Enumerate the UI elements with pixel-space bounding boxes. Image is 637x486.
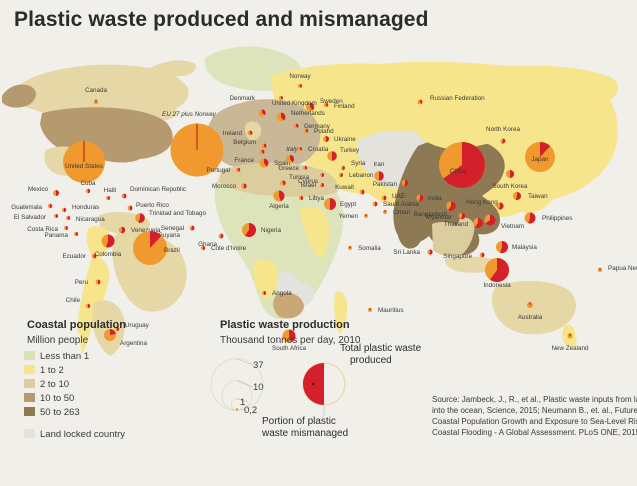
svg-text:Vietnam: Vietnam	[501, 223, 524, 230]
svg-text:Saudi Arabia: Saudi Arabia	[383, 201, 419, 208]
svg-text:Portugal: Portugal	[207, 167, 230, 174]
svg-text:Papua New Guinea: Papua New Guinea	[608, 265, 637, 272]
svg-text:Finland: Finland	[334, 103, 355, 110]
svg-text:Mexico: Mexico	[28, 186, 48, 193]
svg-text:Indonesia: Indonesia	[483, 282, 511, 289]
svg-text:China: China	[450, 168, 467, 175]
svg-text:Ecuador: Ecuador	[63, 253, 86, 260]
svg-text:Syria: Syria	[351, 160, 366, 167]
svg-text:Libya: Libya	[309, 195, 325, 202]
svg-text:Colombia: Colombia	[95, 251, 122, 258]
svg-text:Guatemala: Guatemala	[11, 204, 42, 211]
svg-text:South Korea: South Korea	[492, 183, 528, 190]
svg-text:Malaysia: Malaysia	[512, 244, 537, 251]
svg-text:Netherlands: Netherlands	[291, 110, 325, 117]
svg-text:New Zealand: New Zealand	[551, 345, 589, 352]
svg-text:Greece: Greece	[278, 165, 299, 172]
svg-text:Panama: Panama	[45, 232, 69, 239]
svg-text:Trinidad and Tobago: Trinidad and Tobago	[149, 210, 207, 217]
svg-text:United Kingdom: United Kingdom	[272, 100, 317, 107]
svg-text:Singapore: Singapore	[443, 253, 472, 260]
svg-text:Dominican Republic: Dominican Republic	[130, 186, 186, 193]
svg-text:Thailand: Thailand	[444, 221, 469, 228]
svg-text:Mauritius: Mauritius	[378, 307, 404, 314]
svg-text:Oman: Oman	[393, 209, 411, 216]
svg-text:Yemen: Yemen	[339, 213, 359, 220]
svg-text:Argentina: Argentina	[120, 340, 147, 347]
svg-text:UAE: UAE	[392, 193, 405, 200]
svg-text:Tunisia: Tunisia	[289, 174, 310, 181]
svg-text:Haiti: Haiti	[104, 187, 117, 194]
svg-text:Belgium: Belgium	[233, 139, 256, 146]
svg-text:Ukraine: Ukraine	[334, 136, 356, 143]
svg-text:Egypt: Egypt	[340, 201, 356, 208]
svg-text:Pakistan: Pakistan	[373, 181, 398, 188]
svg-text:Morocco: Morocco	[212, 183, 237, 190]
svg-text:El Salvador: El Salvador	[14, 214, 46, 221]
svg-text:Hong Kong: Hong Kong	[466, 199, 498, 206]
svg-text:Turkey: Turkey	[340, 147, 360, 154]
svg-text:India: India	[428, 195, 442, 202]
svg-text:South Africa: South Africa	[272, 345, 306, 352]
svg-text:Lebanon: Lebanon	[349, 172, 374, 179]
svg-text:Nigeria: Nigeria	[261, 227, 281, 234]
svg-text:Cote d'Ivoire: Cote d'Ivoire	[211, 245, 247, 252]
svg-text:France: France	[234, 157, 254, 164]
svg-text:Angola: Angola	[272, 290, 292, 297]
svg-text:Taiwan: Taiwan	[528, 193, 548, 200]
svg-text:Somalia: Somalia	[358, 245, 381, 252]
svg-text:Sri Lanka: Sri Lanka	[393, 249, 420, 256]
svg-text:Poland: Poland	[314, 128, 334, 135]
svg-text:Algeria: Algeria	[269, 203, 289, 210]
svg-text:Russian Federation: Russian Federation	[430, 95, 485, 102]
svg-text:Canada: Canada	[85, 87, 108, 94]
svg-text:Chile: Chile	[66, 297, 81, 304]
svg-text:Honduras: Honduras	[72, 204, 99, 211]
svg-text:United States: United States	[65, 163, 103, 170]
svg-text:Norway: Norway	[289, 73, 311, 80]
svg-text:Peru: Peru	[75, 279, 89, 286]
svg-text:Cuba: Cuba	[80, 180, 96, 187]
svg-text:Croatia: Croatia	[308, 146, 329, 153]
svg-text:Japan: Japan	[531, 156, 549, 163]
svg-text:Italy: Italy	[286, 146, 298, 153]
svg-text:Senegal: Senegal	[161, 225, 184, 232]
svg-text:Australia: Australia	[518, 314, 543, 321]
svg-text:Denmark: Denmark	[229, 95, 255, 102]
svg-text:Brazil: Brazil	[164, 247, 180, 254]
svg-text:Myanmar: Myanmar	[426, 214, 452, 221]
svg-text:Philippines: Philippines	[542, 215, 572, 222]
svg-text:North Korea: North Korea	[486, 126, 520, 133]
svg-text:Uruguay: Uruguay	[125, 322, 150, 329]
svg-text:Puerto Rico: Puerto Rico	[136, 202, 169, 209]
svg-text:Nicaragua: Nicaragua	[76, 216, 105, 223]
svg-text:Ireland: Ireland	[223, 130, 243, 137]
svg-text:Israel: Israel	[301, 182, 316, 189]
svg-text:Kuwait: Kuwait	[335, 184, 354, 191]
svg-text:EU 27 plus Norway: EU 27 plus Norway	[162, 111, 217, 118]
svg-text:Iran: Iran	[374, 161, 385, 168]
